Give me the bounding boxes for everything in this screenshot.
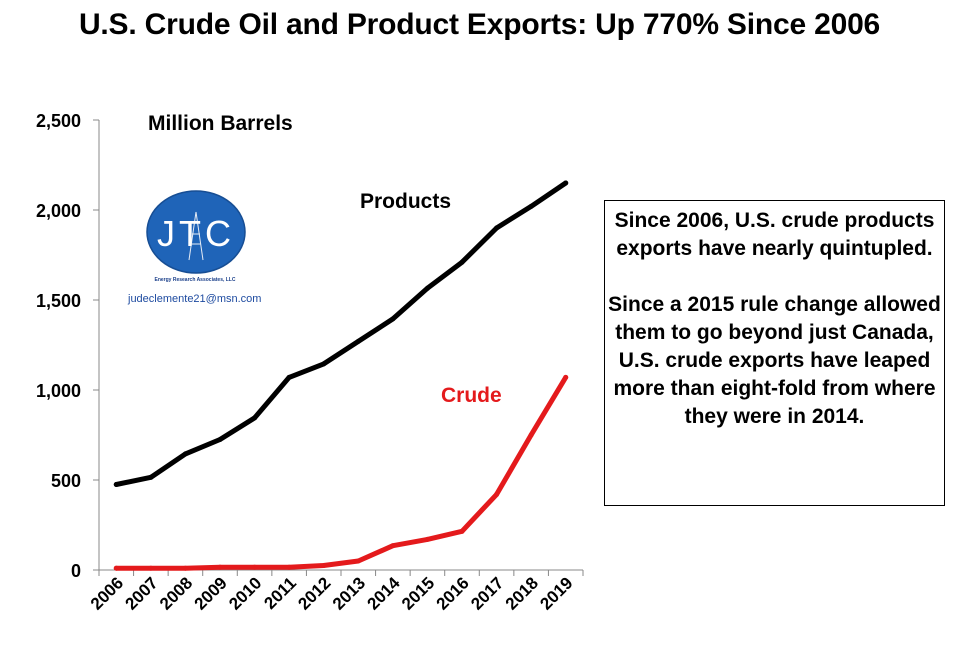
annotation-paragraph-1: Since 2006, U.S. crude products exports …: [614, 209, 935, 260]
logo-subtitle: Energy Research Associates, LLC: [154, 277, 236, 283]
data-point-crude: [459, 528, 465, 534]
x-tick-label: 2017: [467, 573, 507, 613]
data-point-products: [148, 474, 154, 480]
data-point-crude: [424, 536, 430, 542]
annotation-box: Since 2006, U.S. crude products exports …: [604, 200, 945, 506]
data-point-products: [424, 285, 430, 291]
data-point-crude: [252, 564, 258, 570]
x-tick-label: 2014: [364, 573, 405, 614]
data-point-products: [494, 225, 500, 231]
data-point-products: [182, 451, 188, 457]
x-tick-label: 2009: [191, 573, 231, 613]
data-point-crude: [148, 565, 154, 571]
data-point-crude: [113, 565, 119, 571]
data-point-products: [528, 203, 534, 209]
x-tick-label: 2006: [87, 573, 127, 613]
logo-text: JTC: [157, 213, 235, 254]
data-point-crude: [321, 563, 327, 568]
y-tick-label: 0: [71, 561, 81, 581]
data-point-products: [321, 361, 327, 367]
series-label-products: Products: [360, 190, 451, 213]
y-tick-label: 500: [51, 471, 81, 491]
data-point-crude: [528, 432, 534, 438]
y-tick-label: 2,000: [36, 201, 81, 221]
data-point-crude: [217, 564, 223, 570]
series-line-products: [113, 180, 569, 487]
annotation-paragraph-2: Since a 2015 rule change allowed them to…: [608, 293, 941, 428]
x-tick-label: 2011: [260, 573, 300, 613]
email-text: judeclemente21@msn.com: [128, 293, 262, 305]
x-tick-label: 2013: [329, 573, 369, 613]
data-point-products: [459, 259, 465, 265]
data-point-products: [355, 338, 361, 344]
data-point-products: [286, 374, 292, 380]
data-point-crude: [355, 558, 361, 564]
data-point-products: [113, 482, 119, 487]
series-line-crude: [113, 374, 569, 571]
y-tick-label: 1,000: [36, 381, 81, 401]
data-point-crude: [494, 491, 500, 497]
data-point-crude: [390, 543, 396, 549]
data-point-products: [217, 437, 223, 442]
x-tick-label: 2018: [502, 573, 542, 613]
data-point-crude: [286, 564, 292, 570]
jtc-logo: JTC: [146, 190, 246, 274]
data-point-products: [563, 180, 569, 186]
y-axis-label: Million Barrels: [148, 112, 293, 135]
data-point-products: [252, 415, 258, 421]
data-point-crude: [182, 565, 188, 571]
x-tick-label: 2008: [156, 573, 196, 613]
x-tick-label: 2012: [294, 573, 334, 613]
x-tick-label: 2015: [398, 573, 438, 613]
data-point-products: [390, 316, 396, 322]
x-tick-label: 2019: [536, 573, 576, 613]
x-tick-label: 2016: [433, 573, 473, 613]
chart-title: U.S. Crude Oil and Product Exports: Up 7…: [78, 8, 881, 41]
x-tick-label: 2007: [122, 573, 162, 613]
y-tick-label: 1,500: [36, 291, 81, 311]
y-tick-label: 2,500: [36, 111, 81, 131]
x-tick-label: 2010: [225, 573, 265, 613]
series-label-crude: Crude: [441, 384, 502, 407]
data-point-crude: [563, 374, 569, 380]
